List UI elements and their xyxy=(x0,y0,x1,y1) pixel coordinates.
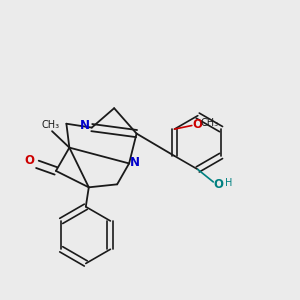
Text: O: O xyxy=(214,178,224,191)
Text: H: H xyxy=(225,178,232,188)
Text: N: N xyxy=(130,156,140,169)
Text: N: N xyxy=(80,119,90,132)
Text: O: O xyxy=(192,118,202,130)
Text: O: O xyxy=(24,154,34,167)
Text: CH₃: CH₃ xyxy=(200,118,218,128)
Text: CH₃: CH₃ xyxy=(41,120,60,130)
